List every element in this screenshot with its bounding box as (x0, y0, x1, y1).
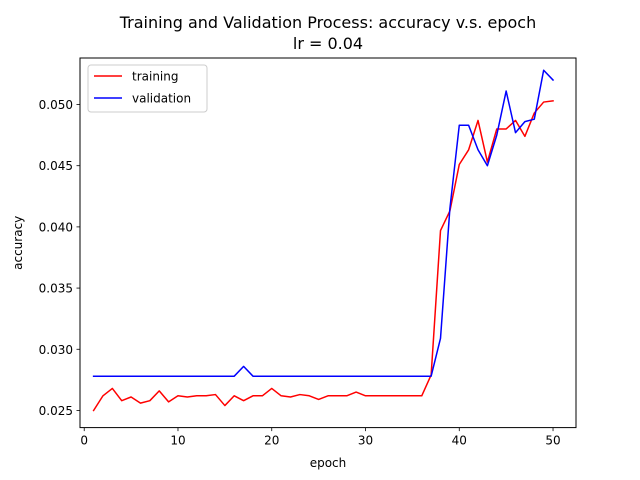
x-tick-label-1: 10 (170, 434, 185, 448)
x-tick-label-4: 40 (452, 434, 467, 448)
x-tick-label-3: 30 (358, 434, 373, 448)
y-axis-label: accuracy (11, 216, 25, 270)
series-line-validation (92, 69, 555, 377)
x-tick-label-0: 0 (80, 434, 88, 448)
y-tick-label-3: 0.040 (39, 220, 73, 234)
chart-subtitle: lr = 0.04 (293, 34, 363, 53)
legend: training validation (87, 64, 208, 113)
y-tick-label-2: 0.035 (39, 282, 73, 296)
y-tick-label-0: 0.025 (39, 404, 73, 418)
x-tick-label-2: 20 (264, 434, 279, 448)
y-tick-label-1: 0.030 (39, 343, 73, 357)
series-line-training (92, 99, 554, 412)
legend-label-training: training (132, 70, 179, 84)
series-lines (92, 69, 555, 412)
axes-frame (79, 57, 577, 429)
legend-label-validation: validation (132, 92, 191, 106)
x-tick-label-5: 50 (545, 434, 560, 448)
y-tick-label-4: 0.045 (39, 159, 73, 173)
ticks: 0 10 20 30 40 50 0.025 0.030 0.035 0.040 0.045 0.05… (39, 98, 561, 448)
y-tick-label-5: 0.050 (39, 98, 73, 112)
x-axis-label: epoch (310, 456, 347, 470)
chart-title: Training and Validation Process: accurac… (119, 13, 537, 32)
